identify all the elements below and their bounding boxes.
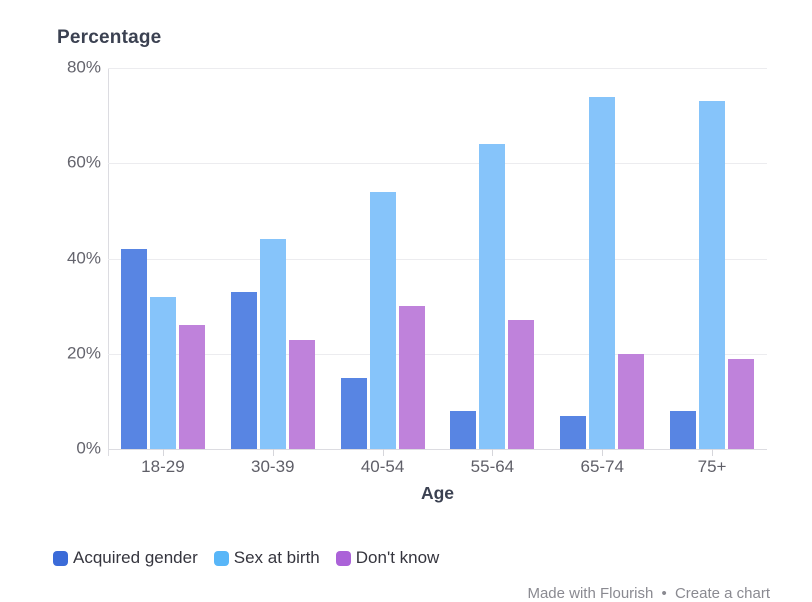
x-axis-tick [712, 449, 714, 456]
x-axis-tick [382, 449, 384, 456]
bar-group-55-64 [437, 68, 547, 456]
y-tick-label: 80% [66, 57, 101, 77]
x-axis-tick [272, 449, 274, 456]
bar-sex-at-birth[interactable] [369, 191, 396, 449]
gridline [108, 163, 767, 165]
x-tick-label: 30-39 [251, 457, 295, 476]
x-tick-label: 18-29 [141, 457, 185, 476]
bar-acquired-gender[interactable] [560, 415, 587, 449]
y-tick-label: 60% [66, 152, 101, 172]
bar-sex-at-birth[interactable] [589, 96, 616, 449]
x-axis-labels: 18-29 30-39 40-54 55-64 65-74 75+ [108, 457, 767, 477]
bar-group-75 [657, 68, 767, 456]
bar-don-t-know[interactable] [398, 306, 425, 449]
made-with-flourish-link[interactable]: Made with Flourish [527, 585, 654, 602]
y-tick-label: 20% [66, 343, 101, 363]
y-axis-line [108, 68, 109, 456]
x-tick-label: 75+ [697, 457, 727, 476]
bar-sex-at-birth[interactable] [479, 144, 506, 449]
x-tick-label: 65-74 [580, 457, 624, 476]
x-tick-label: 40-54 [360, 457, 405, 476]
bar-group-40-54 [328, 68, 438, 456]
bar-don-t-know[interactable] [728, 358, 755, 449]
legend-label: Don't know [355, 548, 440, 567]
gridline [108, 353, 767, 355]
gridline [108, 449, 767, 450]
legend: Acquired gender Sex at birth Don't know [53, 548, 439, 568]
gridline [108, 68, 767, 69]
legend-swatch-icon [53, 550, 68, 566]
bar-don-t-know[interactable] [508, 320, 535, 449]
bar-sex-at-birth[interactable] [699, 101, 726, 449]
legend-item-don-t-know[interactable]: Don't know [335, 548, 440, 568]
bar-don-t-know[interactable] [618, 353, 645, 449]
x-tick-label: 55-64 [470, 457, 515, 476]
bar-acquired-gender[interactable] [120, 249, 147, 449]
y-axis-title: Percentage [57, 27, 162, 48]
y-tick-label: 0% [76, 438, 101, 458]
footer-separator: • [661, 585, 667, 602]
bar-sex-at-birth[interactable] [259, 239, 286, 449]
bar-groups [108, 68, 767, 456]
bar-group-30-39 [218, 68, 328, 456]
bar-group-65-74 [547, 68, 657, 456]
gridline [108, 258, 767, 260]
flourish-credit: Made with Flourish • Create a chart [527, 585, 770, 602]
x-axis-tick [162, 449, 164, 456]
bar-acquired-gender[interactable] [670, 410, 697, 449]
bar-don-t-know[interactable] [178, 325, 205, 449]
legend-swatch-icon [213, 550, 229, 566]
legend-item-acquired-gender[interactable]: Acquired gender [53, 548, 198, 568]
create-chart-link[interactable]: Create a chart [674, 585, 770, 602]
bar-don-t-know[interactable] [288, 339, 315, 449]
bar-acquired-gender[interactable] [340, 377, 367, 449]
legend-label: Acquired gender [73, 548, 198, 567]
x-axis-title: Age [420, 483, 455, 503]
x-axis-tick [492, 449, 494, 456]
legend-label: Sex at birth [233, 548, 320, 567]
plot-area [108, 68, 767, 456]
bar-group-18-29 [108, 68, 218, 456]
legend-swatch-icon [335, 550, 351, 566]
y-tick-label: 40% [66, 248, 101, 268]
legend-item-sex-at-birth[interactable]: Sex at birth [213, 548, 320, 568]
bar-acquired-gender[interactable] [450, 410, 477, 449]
x-axis-tick [602, 449, 604, 456]
bar-acquired-gender[interactable] [230, 291, 257, 449]
bar-sex-at-birth[interactable] [149, 296, 176, 449]
